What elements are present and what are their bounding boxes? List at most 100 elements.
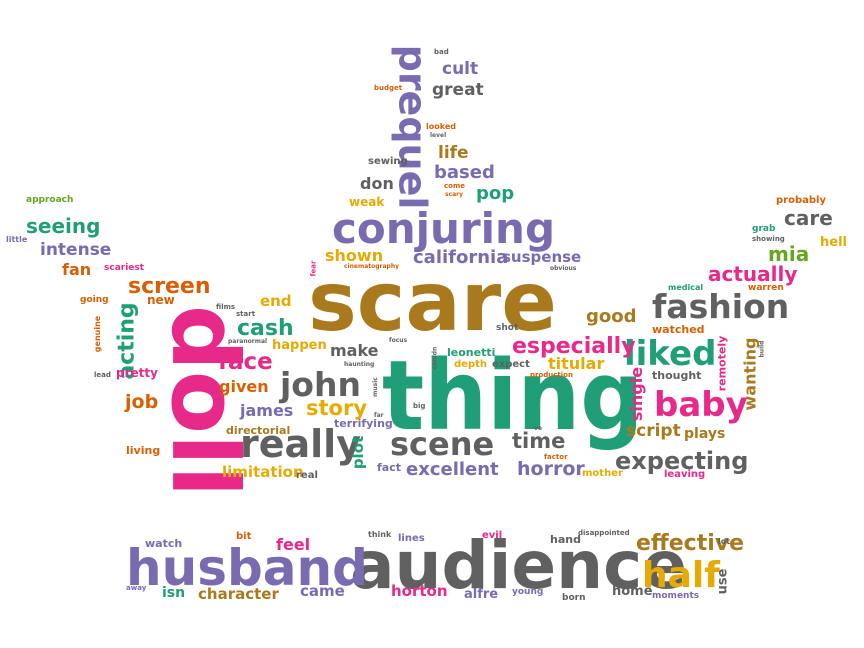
word: scary [445, 191, 464, 198]
word: suspense [502, 248, 582, 266]
word: big [413, 402, 426, 410]
word: happen [272, 338, 327, 353]
word: mother [582, 468, 623, 479]
word: away [126, 584, 147, 592]
word: end [260, 292, 292, 310]
word: hell [820, 235, 847, 250]
word: showing [752, 235, 785, 243]
word: going [80, 295, 109, 305]
word: evil [482, 530, 503, 541]
word: isn [162, 585, 186, 601]
word: really [240, 422, 361, 466]
word: new [147, 293, 175, 307]
word: paranormal [228, 338, 268, 345]
word: moments [652, 591, 700, 601]
word: bit [236, 531, 252, 542]
word: seeing [26, 214, 101, 238]
word: far [374, 412, 384, 419]
word: disappointed [578, 529, 630, 537]
word: factor [544, 453, 568, 461]
word: little [6, 235, 28, 244]
word: cinematography [344, 263, 400, 270]
word: great [432, 80, 484, 100]
word: terrifying [334, 417, 393, 430]
word: sewing [368, 156, 408, 167]
word: shot [496, 323, 519, 333]
word: limitation [222, 463, 304, 481]
word: pretty [116, 366, 158, 380]
word: medical [668, 283, 704, 292]
word: bad [434, 48, 449, 56]
word: baby [654, 385, 748, 425]
word: grab [752, 224, 776, 234]
word: based [434, 162, 495, 183]
word: weak [349, 195, 385, 209]
word: expecting [615, 447, 749, 475]
word: face [218, 349, 273, 375]
word: budget [374, 84, 403, 92]
word: don [360, 174, 394, 193]
word: titular [548, 354, 605, 373]
word: excellent [406, 459, 499, 480]
word: real [296, 470, 318, 481]
word: story [306, 396, 368, 420]
word: conjuring [332, 204, 556, 253]
word: use [715, 568, 731, 595]
word: audience [350, 527, 688, 604]
word: ve [534, 425, 542, 432]
word: half [642, 555, 720, 596]
word: given [219, 377, 269, 396]
word: james [240, 401, 294, 420]
word: lines [398, 533, 425, 544]
word: care [784, 206, 833, 230]
word: start [236, 310, 256, 318]
word: job [125, 391, 159, 413]
word: good [586, 306, 637, 327]
word: make [330, 341, 379, 360]
word: horton [391, 582, 448, 600]
word: single [627, 366, 647, 422]
word: cult [442, 59, 479, 79]
word: level [430, 132, 447, 139]
word: scene [390, 425, 495, 463]
word: leaving [664, 469, 706, 480]
word: couldn [431, 346, 439, 370]
word: fear [309, 260, 318, 277]
word: music [371, 377, 379, 397]
word: john [280, 365, 361, 404]
word: born [562, 593, 586, 603]
word: watched [652, 323, 705, 336]
word: build [758, 340, 766, 358]
word: california [413, 247, 509, 268]
word: mia [768, 242, 810, 266]
word: shown [325, 246, 384, 265]
word: feel [276, 535, 311, 554]
word: probably [776, 195, 826, 206]
word: think [368, 530, 392, 539]
word: thought [652, 369, 702, 382]
word: lot [718, 537, 731, 546]
word: wanting [740, 337, 760, 411]
word: approach [26, 195, 74, 205]
word: looked [426, 122, 456, 131]
word: leonetti [447, 346, 496, 359]
word: fact [377, 461, 401, 474]
word: scare [308, 255, 557, 350]
word: obvious [550, 265, 577, 272]
word: especially [512, 334, 636, 359]
word: screen [128, 274, 211, 299]
word: intense [40, 240, 112, 260]
word: plays [684, 426, 726, 442]
word: remotely [715, 335, 729, 392]
word: script [626, 421, 681, 441]
word: hand [550, 533, 581, 546]
word: watch [145, 537, 183, 550]
word: liked [624, 334, 717, 374]
word: thing [382, 340, 644, 452]
word: character [198, 585, 279, 603]
word: warren [748, 283, 784, 293]
word: fan [62, 260, 92, 279]
word: production [530, 371, 573, 379]
word: actually [708, 262, 798, 286]
